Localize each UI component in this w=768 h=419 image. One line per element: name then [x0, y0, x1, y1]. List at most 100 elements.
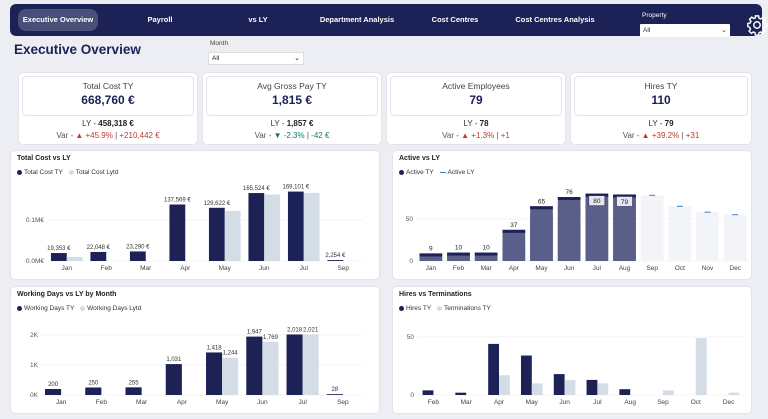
- bar-ty: [422, 390, 434, 395]
- kpi-var-prefix: Var -: [56, 131, 76, 140]
- data-label: 22,048 €: [87, 245, 111, 251]
- legend-dot-icon: [68, 169, 74, 175]
- data-label: 200: [48, 382, 59, 388]
- x-tick-label: Feb: [96, 399, 108, 406]
- bar-ly: [695, 338, 707, 395]
- kpi-ly: LY - 1,857 €: [203, 119, 381, 128]
- data-label: 169,101 €: [282, 185, 309, 191]
- chevron-down-icon: ⌄: [294, 55, 300, 62]
- bar-ty: [447, 252, 470, 261]
- data-label: 10: [455, 245, 463, 252]
- chevron-down-icon: ⌄: [721, 27, 727, 34]
- legend-label: Hires TY: [406, 305, 432, 312]
- kpi-variance: Var - ▼ -2.3% | -42 €: [254, 131, 330, 140]
- legend-label: Active LY: [447, 169, 475, 176]
- kpi-var-abs: +1: [500, 131, 510, 140]
- bar-ty: [327, 260, 344, 261]
- data-label: 2,021: [303, 327, 319, 333]
- kpi-variance: Var - ▲ +45.9% | +210,442 €: [56, 131, 160, 140]
- bar-ty-cap: [447, 252, 470, 256]
- x-tick-label: May: [216, 399, 229, 406]
- bar-ty: [553, 374, 565, 395]
- bar-ly-area: [668, 206, 692, 261]
- kpi-value: 668,760 €: [81, 93, 135, 107]
- chart-title: Working Days vs LY by Month: [17, 291, 117, 298]
- kpi-ly-label: LY -: [648, 119, 665, 128]
- kpi-ly-label: LY -: [270, 119, 287, 128]
- kpi-header: Avg Gross Pay TY 1,815 €: [206, 76, 378, 116]
- bar-ty-cap: [585, 193, 609, 197]
- up-arrow-icon: ▲: [461, 131, 470, 140]
- page-title: Executive Overview: [14, 42, 141, 57]
- x-tick-label: Jul: [593, 265, 602, 272]
- bar-ty: [613, 194, 636, 261]
- data-label: 250: [88, 381, 99, 387]
- legend-label: Working Days TY: [24, 305, 75, 312]
- x-tick-label: Feb: [428, 399, 440, 406]
- x-tick-label: May: [219, 265, 232, 272]
- tab-executive-overview[interactable]: Executive Overview: [18, 9, 98, 31]
- bar-ly: [531, 383, 543, 395]
- month-filter-dropdown[interactable]: All ⌄: [208, 52, 304, 65]
- tab-payroll[interactable]: Payroll: [147, 15, 173, 24]
- bar-ty: [287, 191, 304, 261]
- y-tick-label: 0.0M€: [26, 258, 44, 265]
- kpi-ly-label: LY -: [463, 119, 480, 128]
- kpi-var-prefix: Var -: [254, 131, 274, 140]
- tab-vs-ly[interactable]: vs LY: [248, 15, 268, 24]
- up-arrow-icon: ▲: [641, 131, 650, 140]
- kpi-label: Avg Gross Pay TY: [257, 81, 327, 91]
- total-cost-chart: 0.0M€ 0.1M€ Jan 19,353 € Feb 22,048 € Mar 23,29…: [26, 185, 363, 272]
- chart-card-working-days: Working Days vs LY by Month Working Days…: [10, 286, 380, 414]
- bar-ty: [286, 334, 303, 395]
- x-tick-label: Jan: [426, 265, 437, 272]
- kpi-ly-label: LY -: [82, 119, 99, 128]
- x-tick-label: Dec: [723, 399, 735, 406]
- kpi-ly-value: 79: [664, 119, 674, 128]
- tab-cost-centres[interactable]: Cost Centres: [431, 15, 479, 24]
- kpi-ly-value: 78: [479, 119, 489, 128]
- data-label: 28: [331, 387, 338, 393]
- x-tick-label: Apr: [509, 265, 520, 272]
- y-tick-label: 1K: [30, 362, 39, 369]
- kpi-header: Active Employees 79: [390, 76, 562, 116]
- bar-ty: [129, 251, 146, 261]
- kpi-value: 79: [469, 93, 483, 107]
- gear-icon[interactable]: [746, 14, 768, 36]
- y-tick-label: 2K: [30, 332, 39, 339]
- bar-ty: [474, 252, 498, 261]
- kpi-var-prefix: Var -: [622, 131, 642, 140]
- x-tick-label: Aug: [624, 399, 636, 406]
- bar-ty: [169, 204, 186, 261]
- x-tick-label: Feb: [453, 265, 465, 272]
- data-label: 80: [593, 198, 601, 205]
- y-tick-label: 0: [409, 258, 413, 265]
- legend-dot-icon: [436, 305, 442, 311]
- data-label: 37: [510, 222, 518, 229]
- data-label: 9: [429, 245, 433, 252]
- working-days-chart: 0K 1K 2K Jan 200 Feb 250 Mar 255 Apr 1,031 May 1,418…: [30, 327, 363, 406]
- chart-legend: Total Cost TY Total Cost Lytd: [17, 169, 122, 176]
- kpi-value: 110: [651, 93, 671, 107]
- kpi-variance: Var - ▲ +1.3% | +1: [442, 131, 510, 140]
- bar-ty: [619, 389, 631, 395]
- legend-label: Terminations TY: [443, 305, 491, 312]
- bar-ty: [246, 336, 263, 395]
- x-tick-label: Mar: [136, 399, 148, 406]
- bar-ty-cap: [557, 197, 581, 200]
- property-filter-dropdown[interactable]: All ⌄: [640, 24, 730, 37]
- data-label: 76: [566, 189, 574, 196]
- bar-ty: [85, 387, 102, 395]
- bar-ty: [165, 364, 182, 395]
- x-tick-label: Jun: [257, 399, 268, 406]
- tab-department-analysis[interactable]: Department Analysis: [319, 15, 395, 24]
- kpi-var-abs: +31: [685, 131, 700, 140]
- data-label: 1,418: [207, 345, 223, 351]
- kpi-var-abs: -42 €: [311, 131, 330, 140]
- data-label: 23,290 €: [126, 244, 150, 250]
- bar-ty: [206, 352, 223, 395]
- bar-ty: [45, 389, 62, 395]
- x-tick-label: Mar: [481, 265, 493, 272]
- bar-ty: [557, 197, 581, 261]
- tab-cost-centres-analysis[interactable]: Cost Centres Analysis: [515, 15, 595, 24]
